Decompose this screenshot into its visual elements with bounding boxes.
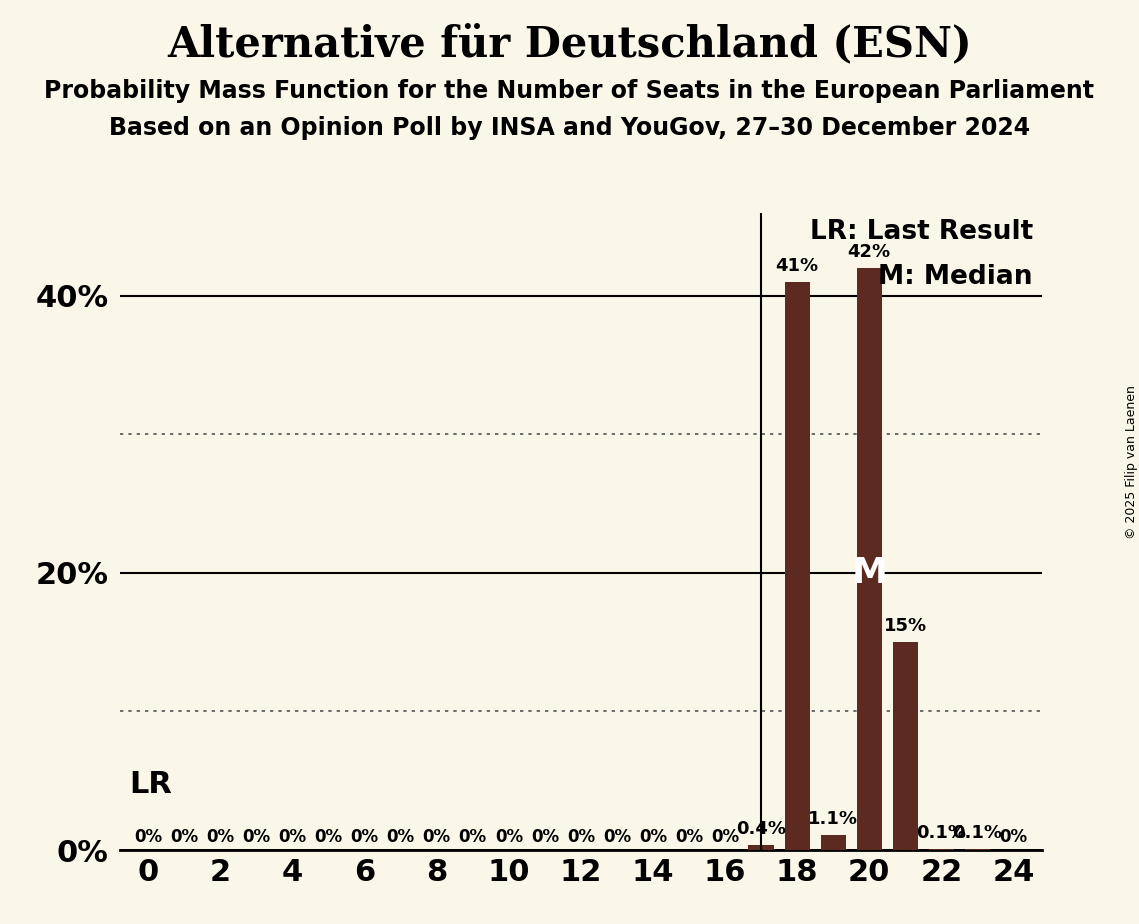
Text: 0%: 0% bbox=[279, 828, 306, 846]
Text: Based on an Opinion Poll by INSA and YouGov, 27–30 December 2024: Based on an Opinion Poll by INSA and You… bbox=[109, 116, 1030, 140]
Bar bbox=[928, 849, 953, 850]
Text: 0%: 0% bbox=[171, 828, 198, 846]
Text: M: M bbox=[851, 556, 887, 590]
Text: 0%: 0% bbox=[999, 828, 1027, 846]
Text: 0%: 0% bbox=[386, 828, 415, 846]
Text: 0%: 0% bbox=[423, 828, 451, 846]
Text: 0%: 0% bbox=[675, 828, 703, 846]
Text: LR: LR bbox=[129, 770, 172, 799]
Text: Alternative für Deutschland (ESN): Alternative für Deutschland (ESN) bbox=[167, 23, 972, 65]
Text: 0.4%: 0.4% bbox=[736, 820, 786, 838]
Text: 0%: 0% bbox=[351, 828, 379, 846]
Text: LR: Last Result: LR: Last Result bbox=[810, 219, 1033, 245]
Text: 0.1%: 0.1% bbox=[952, 824, 1002, 842]
Text: 1.1%: 1.1% bbox=[809, 810, 858, 828]
Text: 0%: 0% bbox=[567, 828, 595, 846]
Text: 0%: 0% bbox=[134, 828, 163, 846]
Bar bbox=[820, 835, 846, 850]
Text: 0.1%: 0.1% bbox=[916, 824, 966, 842]
Text: © 2025 Filip van Laenen: © 2025 Filip van Laenen bbox=[1124, 385, 1138, 539]
Text: 0%: 0% bbox=[711, 828, 739, 846]
Bar bbox=[785, 282, 810, 850]
Text: 42%: 42% bbox=[847, 243, 891, 261]
Bar bbox=[965, 849, 990, 850]
Text: Probability Mass Function for the Number of Seats in the European Parliament: Probability Mass Function for the Number… bbox=[44, 79, 1095, 103]
Text: 0%: 0% bbox=[639, 828, 667, 846]
Text: 0%: 0% bbox=[459, 828, 486, 846]
Text: 0%: 0% bbox=[603, 828, 631, 846]
Text: 0%: 0% bbox=[314, 828, 343, 846]
Bar bbox=[857, 268, 882, 850]
Text: 0%: 0% bbox=[243, 828, 271, 846]
Bar bbox=[748, 845, 773, 850]
Text: 0%: 0% bbox=[494, 828, 523, 846]
Text: 0%: 0% bbox=[206, 828, 235, 846]
Text: 41%: 41% bbox=[776, 257, 819, 275]
Text: M: Median: M: Median bbox=[878, 263, 1033, 289]
Bar bbox=[893, 642, 918, 850]
Text: 0%: 0% bbox=[531, 828, 559, 846]
Text: 15%: 15% bbox=[884, 617, 927, 636]
